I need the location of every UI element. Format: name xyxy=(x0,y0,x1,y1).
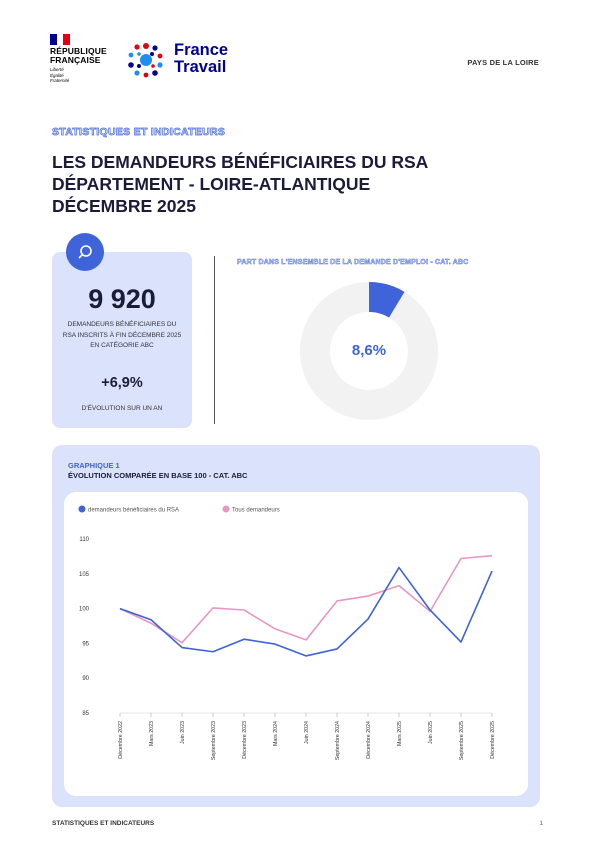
title-line-3: DÉCEMBRE 2025 xyxy=(52,196,196,216)
kpi-value: 9 920 xyxy=(88,284,156,314)
line-chart: demandeurs bénéficiaires du RSA Tous dema… xyxy=(78,505,496,760)
x-tick-label: Décembre 2024 xyxy=(366,721,372,759)
kpi-label: DEMANDEURS BÉNÉFICIAIRES DU RSA INSCRITS… xyxy=(62,321,182,349)
share-title: PART DANS L'ENSEMBLE DE LA DEMANDE D'EMP… xyxy=(237,259,469,266)
x-tick-label: Septembre 2023 xyxy=(211,721,217,760)
section-tag: STATISTIQUES ET INDICATEURS xyxy=(52,126,226,139)
legend-label-0: demandeurs bénéficiaires du RSA xyxy=(88,508,179,514)
x-tick-label: Juin 2024 xyxy=(304,721,310,744)
france-travail-mark-icon xyxy=(128,43,163,78)
vertical-divider xyxy=(214,256,215,424)
x-tick-label: Juin 2023 xyxy=(180,721,186,744)
y-tick-label: 105 xyxy=(79,572,90,578)
republique-francaise-motto: Liberté Égalité Fraternité xyxy=(50,67,70,83)
x-tick-label: Décembre 2025 xyxy=(490,721,496,759)
share-donut-chart xyxy=(300,282,438,420)
kpi-card: 9 920 DEMANDEURS BÉNÉFICIAIRES DU RSA IN… xyxy=(52,252,192,428)
x-tick-label: Décembre 2023 xyxy=(242,721,248,759)
x-tick-label: Septembre 2025 xyxy=(459,721,465,760)
legend-label-1: Tous demandeurs xyxy=(232,508,280,514)
page-title: LES DEMANDEURS BÉNÉFICIAIRES DU RSA DÉPA… xyxy=(52,151,428,217)
series-line-0 xyxy=(119,566,493,657)
x-tick-label: Mars 2025 xyxy=(397,721,403,746)
x-tick-label: Décembre 2022 xyxy=(118,721,124,759)
chart-panel xyxy=(64,492,528,796)
x-tick-label: Mars 2023 xyxy=(149,721,155,746)
brand-line-2: Travail xyxy=(174,58,227,76)
french-flag-icon xyxy=(50,34,71,45)
title-line-2: DÉPARTEMENT - LOIRE-ATLANTIQUE xyxy=(52,174,371,194)
page-number: 1 xyxy=(539,820,543,827)
kpi-evolution: +6,9% xyxy=(101,375,143,391)
y-tick-label: 110 xyxy=(79,537,89,543)
republique-francaise-logo: RÉPUBLIQUE FRANÇAISE Liberté Égalité Fra… xyxy=(50,34,120,84)
brand-line-1: France xyxy=(174,41,229,59)
y-tick-label: 85 xyxy=(82,711,89,717)
chart-title: ÉVOLUTION COMPARÉE EN BASE 100 - CAT. AB… xyxy=(68,471,248,480)
kpi-badge xyxy=(66,233,104,271)
legend-marker-0 xyxy=(78,505,86,513)
series-line-1 xyxy=(119,554,493,644)
share-value-label: 8,6% xyxy=(351,342,387,359)
search-icon xyxy=(78,245,92,259)
title-line-1: LES DEMANDEURS BÉNÉFICIAIRES DU RSA xyxy=(52,152,429,172)
region-label: PAYS DE LA LOIRE xyxy=(467,58,539,67)
france-travail-wordmark: France Travail xyxy=(174,42,228,76)
republique-francaise-name: RÉPUBLIQUE FRANÇAISE xyxy=(50,46,107,65)
france-travail-logo: France Travail xyxy=(124,38,244,84)
y-tick-label: 95 xyxy=(82,641,89,647)
y-tick-label: 90 xyxy=(82,676,89,682)
kpi-evolution-label: D'ÉVOLUTION SUR UN AN xyxy=(81,405,163,412)
y-tick-label: 100 xyxy=(79,607,90,613)
x-tick-label: Juin 2025 xyxy=(428,721,434,744)
chart-kicker: GRAPHIQUE 1 xyxy=(68,461,120,470)
x-tick-label: Septembre 2024 xyxy=(335,721,341,760)
x-tick-label: Mars 2024 xyxy=(273,721,279,746)
legend-marker-1 xyxy=(222,505,230,513)
footer-label: STATISTIQUES ET INDICATEURS xyxy=(52,820,155,827)
donut-slice-share xyxy=(368,282,405,318)
